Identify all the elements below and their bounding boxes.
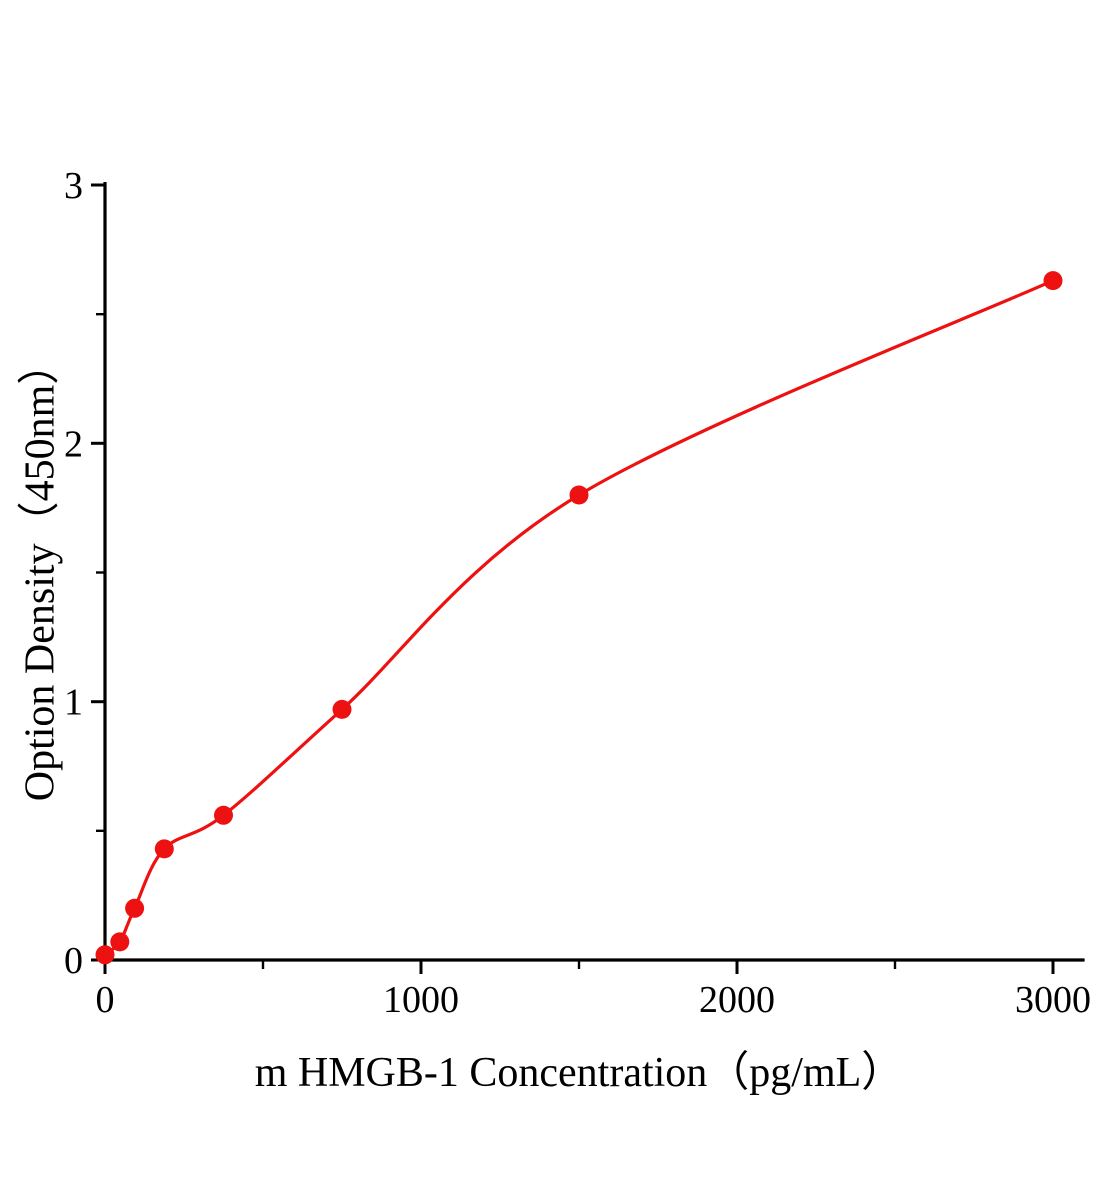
- data-point: [110, 932, 130, 952]
- x-tick-label: 3000: [1015, 979, 1091, 1021]
- y-axis-title: Option Density（450nm）: [17, 342, 64, 802]
- x-tick-label: 0: [96, 979, 115, 1021]
- data-point: [569, 485, 589, 505]
- data-point: [332, 699, 352, 719]
- data-points: [95, 271, 1063, 965]
- data-point: [214, 805, 233, 825]
- y-tick-label: 0: [64, 940, 83, 982]
- data-point: [154, 839, 174, 859]
- fit-curve: [103, 279, 1055, 957]
- x-axis-title: m HMGB-1 Concentration（pg/mL）: [254, 1050, 904, 1096]
- data-point: [125, 898, 145, 918]
- x-tick-label: 1000: [383, 979, 459, 1021]
- y-tick-label: 2: [64, 423, 83, 465]
- x-tick-label: 2000: [699, 979, 775, 1021]
- data-point: [1043, 271, 1063, 291]
- y-tick-label: 3: [64, 165, 83, 207]
- data-point: [95, 945, 115, 965]
- y-tick-label: 1: [64, 682, 83, 724]
